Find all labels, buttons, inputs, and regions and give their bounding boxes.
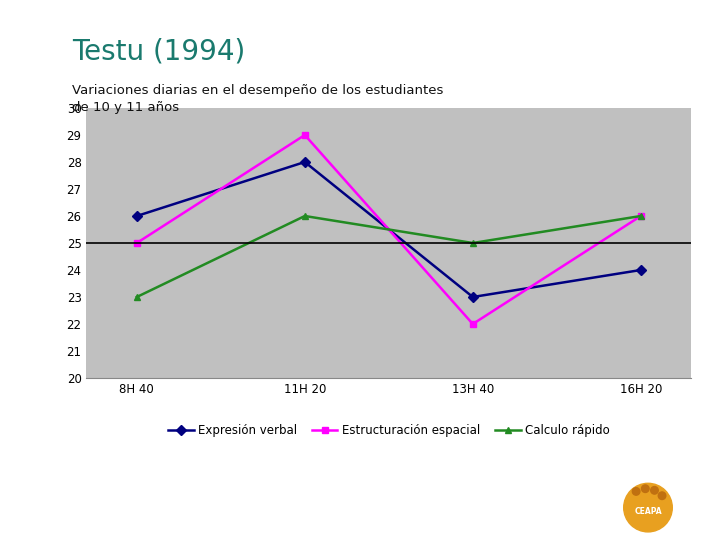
Circle shape: [624, 483, 672, 532]
Calculo rápido: [300, 213, 309, 219]
Calculo rápido: [469, 240, 477, 246]
Estructuración espacial: [300, 132, 309, 138]
Text: Variaciones diarias en el desempeño de los estudiantes
de 10 y 11 años: Variaciones diarias en el desempeño de l…: [72, 84, 444, 114]
Circle shape: [651, 487, 658, 494]
Estructuración espacial: [636, 213, 645, 219]
Expresión verbal: [636, 267, 645, 273]
Line: Estructuración espacial: Estructuración espacial: [133, 132, 644, 327]
Circle shape: [658, 492, 666, 500]
Text: CEAPA: CEAPA: [634, 508, 662, 516]
Expresión verbal: [132, 213, 141, 219]
Calculo rápido: [636, 213, 645, 219]
Line: Expresión verbal: Expresión verbal: [133, 159, 644, 300]
Line: Calculo rápido: Calculo rápido: [133, 213, 644, 300]
Legend: Expresión verbal, Estructuración espacial, Calculo rápido: Expresión verbal, Estructuración espacia…: [163, 419, 615, 441]
Expresión verbal: [300, 159, 309, 165]
Text: Testu (1994): Testu (1994): [72, 38, 246, 66]
Estructuración espacial: [132, 240, 141, 246]
Circle shape: [632, 488, 640, 495]
Calculo rápido: [132, 294, 141, 300]
Expresión verbal: [469, 294, 477, 300]
Circle shape: [642, 485, 649, 492]
Estructuración espacial: [469, 321, 477, 327]
